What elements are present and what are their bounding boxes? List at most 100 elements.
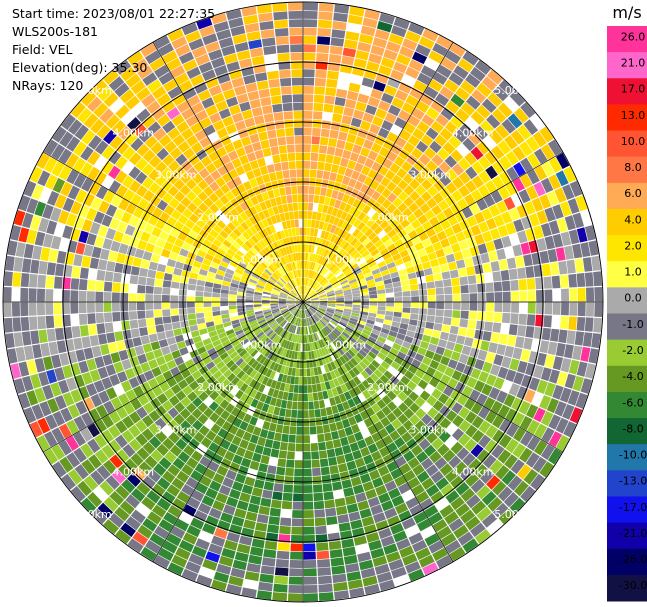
velocity-gate bbox=[352, 266, 361, 273]
velocity-gate bbox=[339, 183, 348, 193]
velocity-gate bbox=[317, 36, 331, 45]
velocity-gate bbox=[432, 71, 448, 85]
velocity-gate bbox=[315, 312, 322, 319]
velocity-gate bbox=[330, 121, 341, 131]
velocity-gate bbox=[576, 317, 586, 331]
velocity-gate bbox=[304, 261, 308, 269]
velocity-gate bbox=[316, 287, 324, 293]
velocity-gate bbox=[424, 244, 435, 254]
velocity-gate bbox=[397, 391, 408, 402]
velocity-gate bbox=[311, 299, 319, 302]
velocity-gate bbox=[339, 277, 347, 283]
velocity-gate bbox=[562, 404, 575, 420]
velocity-gate bbox=[390, 69, 404, 81]
velocity-gate bbox=[373, 252, 382, 261]
velocity-gate bbox=[305, 286, 308, 295]
velocity-gate bbox=[434, 316, 444, 324]
velocity-gate bbox=[336, 237, 344, 246]
velocity-gate bbox=[383, 224, 393, 234]
velocity-gate bbox=[319, 277, 327, 285]
velocity-gate bbox=[344, 167, 354, 178]
velocity-gate bbox=[469, 245, 480, 257]
velocity-gate bbox=[419, 289, 428, 296]
velocity-gate bbox=[369, 294, 378, 299]
velocity-gate bbox=[523, 254, 533, 267]
velocity-gate bbox=[316, 246, 321, 255]
velocity-gate bbox=[370, 45, 385, 57]
velocity-gate bbox=[349, 152, 360, 162]
velocity-gate bbox=[352, 144, 363, 155]
velocity-gate bbox=[399, 323, 409, 330]
velocity-gate bbox=[334, 199, 342, 209]
velocity-gate bbox=[554, 401, 567, 417]
velocity-gate bbox=[368, 260, 377, 268]
colorbar-tick-label: 17.0 bbox=[621, 83, 646, 96]
velocity-gate bbox=[354, 180, 363, 191]
velocity-gate bbox=[323, 103, 334, 113]
velocity-gate bbox=[361, 77, 375, 88]
velocity-gate bbox=[482, 331, 492, 342]
velocity-gate bbox=[360, 120, 372, 131]
velocity-gate bbox=[326, 206, 334, 215]
velocity-gate bbox=[512, 347, 523, 360]
velocity-gate bbox=[303, 69, 315, 78]
velocity-gate bbox=[360, 165, 371, 176]
velocity-gate bbox=[535, 314, 544, 327]
velocity-gate bbox=[548, 157, 563, 173]
velocity-gate bbox=[303, 286, 306, 294]
velocity-gate bbox=[415, 270, 425, 278]
velocity-gate bbox=[485, 374, 497, 387]
velocity-gate bbox=[528, 213, 540, 227]
velocity-gate bbox=[575, 195, 588, 212]
velocity-gate bbox=[344, 294, 353, 298]
velocity-gate bbox=[519, 173, 533, 188]
velocity-gate bbox=[377, 302, 386, 307]
velocity-gate bbox=[528, 377, 540, 391]
velocity-gate bbox=[303, 269, 305, 277]
velocity-gate bbox=[384, 315, 393, 321]
velocity-gate bbox=[552, 233, 564, 248]
velocity-gate bbox=[317, 310, 325, 316]
velocity-gate bbox=[351, 312, 360, 317]
velocity-gate bbox=[385, 41, 401, 53]
velocity-gate bbox=[436, 230, 447, 241]
velocity-gate bbox=[308, 194, 314, 203]
velocity-gate bbox=[550, 262, 560, 276]
velocity-gate bbox=[380, 269, 390, 277]
velocity-gate bbox=[429, 234, 440, 245]
velocity-gate bbox=[548, 414, 561, 430]
velocity-gate bbox=[533, 407, 546, 423]
velocity-gate bbox=[474, 211, 485, 224]
velocity-gate bbox=[335, 291, 344, 295]
velocity-gate bbox=[368, 363, 377, 373]
velocity-gate bbox=[369, 123, 381, 135]
velocity-gate bbox=[365, 275, 374, 282]
elevation: Elevation(deg): 35.30 bbox=[12, 60, 148, 75]
velocity-gate bbox=[552, 384, 564, 400]
velocity-gate bbox=[513, 162, 526, 177]
velocity-gate bbox=[469, 302, 478, 311]
velocity-gate bbox=[458, 239, 469, 251]
velocity-gate bbox=[375, 183, 386, 194]
velocity-gate bbox=[443, 286, 453, 295]
velocity-gate bbox=[482, 262, 492, 273]
velocity-gate bbox=[548, 220, 560, 235]
velocity-gate bbox=[471, 415, 484, 429]
velocity-gate bbox=[334, 147, 344, 157]
velocity-gate bbox=[324, 214, 331, 223]
velocity-gate bbox=[343, 107, 355, 117]
velocity-gate bbox=[501, 312, 511, 324]
velocity-gate bbox=[386, 302, 395, 307]
velocity-gate bbox=[309, 292, 317, 298]
velocity-gate bbox=[406, 213, 417, 224]
velocity-gate bbox=[398, 268, 407, 276]
velocity-gate bbox=[402, 386, 413, 397]
velocity-gate bbox=[310, 305, 318, 310]
velocity-gate bbox=[450, 93, 465, 108]
velocity-gate bbox=[569, 180, 583, 197]
velocity-gate bbox=[504, 345, 515, 358]
velocity-gate bbox=[336, 299, 345, 302]
velocity-gate bbox=[489, 364, 501, 376]
velocity-gate bbox=[352, 252, 361, 260]
velocity-gate bbox=[373, 226, 383, 235]
